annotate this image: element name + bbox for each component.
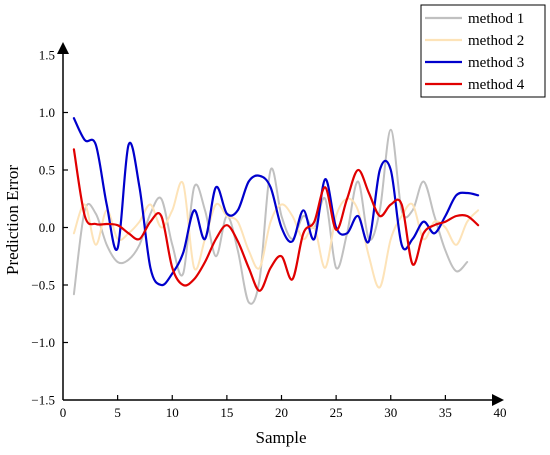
x-tick-label: 5 <box>114 405 121 420</box>
legend-box <box>420 4 546 98</box>
ticks: 0 5 10 15 20 25 30 35 40 −1.5 −1.0 −0.5 0.0 0.5 1.0 1.5 <box>31 48 506 421</box>
series-line-1 <box>72 128 469 305</box>
series-line-3 <box>72 117 480 287</box>
y-tick-label: 0.5 <box>39 163 55 178</box>
series-line-4 <box>72 148 480 292</box>
axes <box>57 42 504 406</box>
legend-label: method 4 <box>468 77 525 93</box>
y-tick-label: −1.5 <box>31 393 55 408</box>
y-tick-label: 1.0 <box>39 105 55 120</box>
legend-label: method 3 <box>468 55 524 71</box>
x-tick-label: 35 <box>439 405 452 420</box>
y-axis-title: Prediction Error <box>3 165 22 275</box>
y-tick-label: −1.0 <box>31 335 55 350</box>
x-axis-arrow <box>492 394 504 406</box>
x-tick-label: 30 <box>384 405 397 420</box>
x-tick-label: 0 <box>60 405 67 420</box>
x-tick-label: 10 <box>166 405 179 420</box>
y-tick-label: −0.5 <box>31 278 55 293</box>
series-line-2 <box>72 180 480 289</box>
x-tick-label: 40 <box>494 405 507 420</box>
x-axis-title: Sample <box>256 428 307 447</box>
series-layer <box>72 117 480 305</box>
legend: method 1 method 2 method 3 method 4 <box>420 4 546 98</box>
legend-label: method 2 <box>468 33 524 49</box>
y-tick-label: 1.5 <box>39 48 55 63</box>
x-tick-label: 20 <box>275 405 288 420</box>
x-tick-label: 15 <box>220 405 233 420</box>
legend-label: method 1 <box>468 11 524 27</box>
x-tick-label: 25 <box>330 405 343 420</box>
y-axis-arrow <box>57 42 69 54</box>
y-tick-label: 0.0 <box>39 220 55 235</box>
